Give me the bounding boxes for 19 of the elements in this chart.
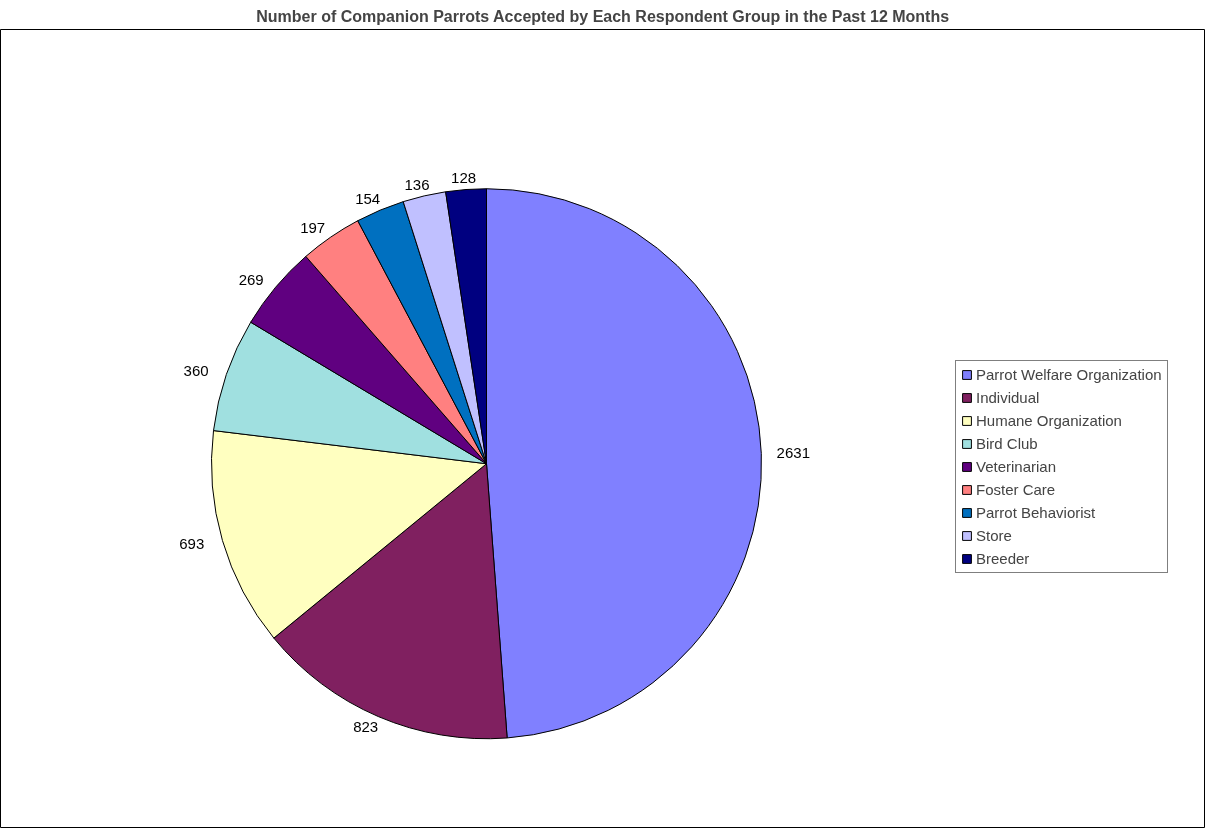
data-label: 154 <box>355 190 381 208</box>
legend-label: Foster Care <box>976 481 1056 498</box>
legend-label: Individual <box>976 389 1040 406</box>
data-label: 197 <box>300 218 326 236</box>
legend-label: Humane Organization <box>976 412 1122 429</box>
legend-label: Parrot Welfare Organization <box>976 366 1162 383</box>
legend-label: Veterinarian <box>976 458 1057 475</box>
data-label: 823 <box>353 718 379 736</box>
chart-title: Number of Companion Parrots Accepted by Each Respondent Group in the Past 12 Months <box>256 7 950 25</box>
data-label: 693 <box>179 534 205 552</box>
data-label: 360 <box>183 361 209 379</box>
data-label: 2631 <box>776 443 810 461</box>
data-label: 269 <box>238 270 264 288</box>
data-label: 128 <box>451 168 477 186</box>
legend-label: Bird Club <box>976 435 1038 452</box>
legend-label: Parrot Behaviorist <box>976 504 1096 521</box>
legend-label: Store <box>976 527 1012 544</box>
legend-label: Breeder <box>976 550 1030 567</box>
data-label: 136 <box>404 175 430 193</box>
